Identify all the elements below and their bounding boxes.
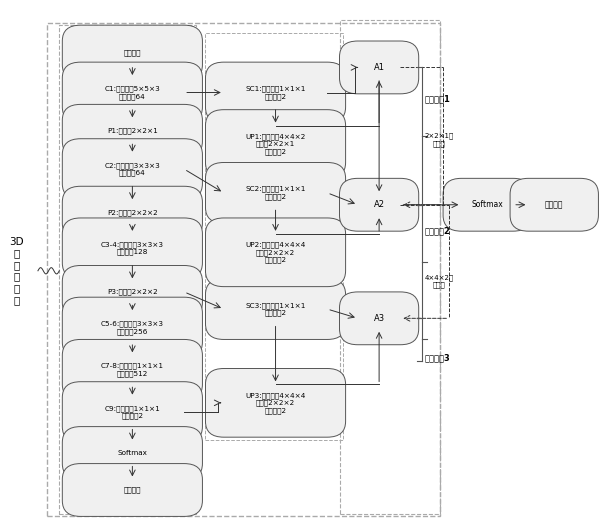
Text: C3-4:核大小：3×3×3
核数目：128: C3-4:核大小：3×3×3 核数目：128	[101, 241, 164, 255]
Text: 4×4×2倍
上采样: 4×4×2倍 上采样	[424, 274, 453, 288]
FancyBboxPatch shape	[340, 41, 419, 94]
Text: SC3:核大小：1×1×1
核数目：2: SC3:核大小：1×1×1 核数目：2	[245, 302, 306, 316]
FancyBboxPatch shape	[62, 25, 203, 81]
Bar	[206, 300, 343, 440]
Text: 跳跃结构1: 跳跃结构1	[425, 95, 450, 104]
Text: A2: A2	[373, 200, 384, 209]
FancyBboxPatch shape	[62, 218, 203, 279]
Text: A3: A3	[373, 314, 385, 323]
Text: 3D
卷
积
分
类
网: 3D 卷 积 分 类 网	[9, 237, 24, 305]
Text: UP2:核大小：4×4×4
步长：2×2×2
核数目：2: UP2:核大小：4×4×4 步长：2×2×2 核数目：2	[245, 242, 306, 263]
Text: P3:步长：2×2×2: P3:步长：2×2×2	[107, 289, 158, 295]
Text: C1:核大小：5×5×3
核数目：64: C1:核大小：5×5×3 核数目：64	[105, 85, 160, 100]
FancyBboxPatch shape	[62, 62, 203, 123]
Text: Softmax: Softmax	[118, 450, 147, 456]
Text: 2×2×1倍
上采样: 2×2×1倍 上采样	[424, 133, 453, 147]
FancyBboxPatch shape	[206, 369, 346, 437]
FancyBboxPatch shape	[206, 218, 346, 287]
Bar	[59, 25, 196, 514]
FancyBboxPatch shape	[62, 426, 203, 479]
Text: 输入图像: 输入图像	[124, 49, 141, 56]
FancyBboxPatch shape	[206, 110, 346, 178]
Text: 分类结果: 分类结果	[124, 487, 141, 493]
Text: P1:步长：2×2×1: P1:步长：2×2×1	[107, 127, 158, 134]
FancyBboxPatch shape	[340, 178, 419, 231]
FancyBboxPatch shape	[206, 162, 346, 223]
Text: UP3:核大小：4×4×4
步长：2×2×2
核数目：2: UP3:核大小：4×4×4 步长：2×2×2 核数目：2	[245, 392, 306, 414]
FancyBboxPatch shape	[206, 279, 346, 339]
Text: C7-8:核大小：1×1×1
核数目：512: C7-8:核大小：1×1×1 核数目：512	[101, 363, 164, 377]
Text: C2:核大小：3×3×3
核数目：64: C2:核大小：3×3×3 核数目：64	[105, 162, 160, 176]
FancyBboxPatch shape	[62, 297, 203, 358]
FancyBboxPatch shape	[62, 464, 203, 517]
Text: C5-6:核大小：3×3×3
核数目：256: C5-6:核大小：3×3×3 核数目：256	[101, 320, 164, 335]
Text: UP1:核大小：4×4×2
步长：2×2×1
核数目：2: UP1:核大小：4×4×2 步长：2×2×1 核数目：2	[245, 133, 306, 155]
FancyBboxPatch shape	[340, 292, 419, 345]
Bar	[340, 20, 440, 514]
FancyBboxPatch shape	[62, 186, 203, 239]
Text: 检测结果: 检测结果	[545, 200, 564, 209]
FancyBboxPatch shape	[62, 382, 203, 442]
Bar	[47, 22, 440, 517]
Text: Softmax: Softmax	[471, 200, 503, 209]
Text: A1: A1	[373, 63, 384, 72]
FancyBboxPatch shape	[62, 105, 203, 157]
Text: SC1:核大小：1×1×1
核数目：2: SC1:核大小：1×1×1 核数目：2	[245, 85, 306, 100]
FancyBboxPatch shape	[62, 339, 203, 400]
FancyBboxPatch shape	[443, 178, 531, 231]
Bar	[206, 33, 343, 189]
Text: C9:核大小：1×1×1
核数目：2: C9:核大小：1×1×1 核数目：2	[105, 405, 160, 419]
FancyBboxPatch shape	[206, 62, 346, 123]
FancyBboxPatch shape	[62, 266, 203, 318]
Text: 跳跃结构3: 跳跃结构3	[425, 354, 450, 363]
Text: 跳跃结构2: 跳跃结构2	[425, 227, 450, 236]
Text: SC2:核大小：1×1×1
核数目：2: SC2:核大小：1×1×1 核数目：2	[245, 186, 306, 200]
FancyBboxPatch shape	[510, 178, 599, 231]
Bar	[206, 194, 343, 297]
Text: P2:步长：2×2×2: P2:步长：2×2×2	[107, 209, 158, 216]
FancyBboxPatch shape	[62, 139, 203, 200]
